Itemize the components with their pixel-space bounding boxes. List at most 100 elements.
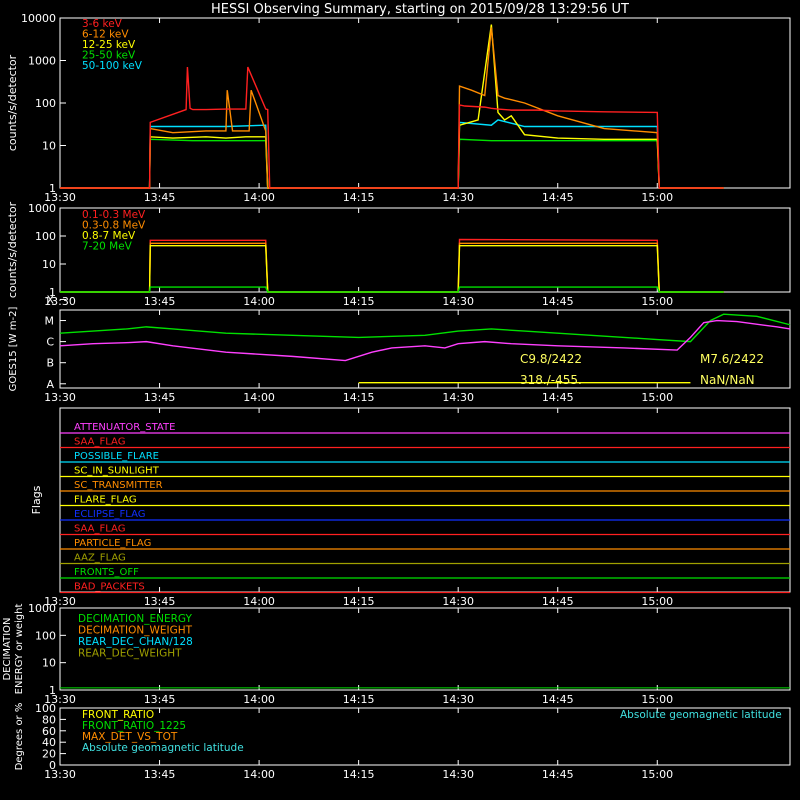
- y-axis-label: ENERGY or weight: [14, 604, 25, 695]
- x-tick-label: 14:00: [243, 295, 275, 308]
- y-tick-label: 1: [49, 286, 56, 299]
- y-tick-label: B: [46, 357, 54, 370]
- x-tick-label: 14:00: [243, 191, 275, 204]
- legend-entry: Absolute geomagnetic latitude: [82, 742, 244, 754]
- flag-label: PARTICLE_FLAG: [74, 538, 151, 549]
- x-tick-label: 14:15: [343, 693, 375, 706]
- x-tick-label: 14:45: [542, 391, 574, 404]
- x-tick-label: 15:00: [641, 768, 673, 781]
- series-line: [60, 66, 724, 189]
- panel-frame: [59, 707, 791, 766]
- x-tick-label: 14:45: [542, 295, 574, 308]
- x-tick-label: 14:30: [442, 191, 474, 204]
- legend-entry: 25-50 keV: [82, 50, 136, 62]
- x-tick-label: 15:00: [641, 693, 673, 706]
- y-tick-label: 10: [42, 657, 56, 670]
- x-tick-label: 13:30: [44, 295, 76, 308]
- x-tick-label: 14:00: [243, 595, 275, 608]
- x-tick-label: 14:30: [442, 391, 474, 404]
- x-tick-label: 14:15: [343, 191, 375, 204]
- flag-label: SAA_FLAG: [74, 437, 125, 448]
- y-tick-label: 100: [35, 97, 56, 110]
- x-tick-label: 13:45: [144, 693, 176, 706]
- legend-entry: Absolute geomagnetic latitude: [620, 709, 782, 721]
- annotation: NaN/NaN: [700, 373, 755, 387]
- y-tick-label: 1: [49, 182, 56, 195]
- panels: 13:30 13:45 14:00 14:15 14:30 14:45 15:0011010…: [2, 12, 791, 781]
- y-tick-label: 1000: [28, 202, 56, 215]
- x-tick-label: 15:00: [641, 391, 673, 404]
- flag-label: FRONTS_OFF: [74, 567, 139, 578]
- x-tick-label: 13:30: [44, 693, 76, 706]
- panel-frame: [59, 607, 791, 691]
- y-tick-label: M: [45, 315, 55, 328]
- x-tick-label: 14:00: [243, 768, 275, 781]
- y-tick-label: 0: [49, 759, 56, 772]
- x-tick-label: 14:45: [542, 768, 574, 781]
- x-tick-label: 14:30: [442, 595, 474, 608]
- x-tick-label: 15:00: [641, 191, 673, 204]
- panel-frame: [59, 407, 791, 593]
- x-tick-label: 13:45: [144, 295, 176, 308]
- annotation: 318./-455.: [520, 373, 582, 387]
- legend-entry: 6-12 keV: [82, 29, 129, 41]
- annotation: C9.8/2422: [520, 352, 582, 366]
- y-tick-label: 80: [42, 713, 56, 726]
- panel-frame: [59, 17, 791, 189]
- flag-label: ECLIPSE_FLAG: [74, 509, 145, 520]
- y-tick-label: 40: [42, 736, 56, 749]
- series-line: [59, 319, 791, 362]
- legend-entry: 0.8-7 MeV: [82, 230, 136, 242]
- x-tick-label: 14:15: [343, 768, 375, 781]
- series-line: [60, 286, 724, 293]
- legend-entry: DECIMATION_WEIGHT: [78, 625, 193, 637]
- x-tick-label: 14:45: [542, 693, 574, 706]
- x-tick-label: 14:15: [343, 391, 375, 404]
- panel-frame: [59, 207, 791, 293]
- x-tick-label: 14:30: [442, 693, 474, 706]
- x-tick-label: 13:30: [44, 768, 76, 781]
- flag-label: AAZ_FLAG: [74, 553, 126, 564]
- y-tick-label: A: [46, 378, 54, 391]
- x-tick-label: 14:15: [343, 295, 375, 308]
- legend-entry: FRONT_RATIO: [82, 709, 154, 721]
- y-axis-label: counts/s/detector: [6, 54, 19, 151]
- y-tick-label: 20: [42, 748, 56, 761]
- flag-label: SAA_FLAG: [74, 524, 125, 535]
- series-line: [60, 238, 724, 293]
- legend-entry: MAX_DET_VS_TOT: [82, 731, 178, 743]
- x-tick-label: 14:45: [542, 191, 574, 204]
- y-tick-label: 1000: [28, 55, 56, 68]
- flag-label: ATTENUATOR_STATE: [74, 422, 175, 433]
- y-tick-label: 10: [42, 140, 56, 153]
- x-tick-label: 13:45: [144, 595, 176, 608]
- series-line: [60, 138, 724, 189]
- y-tick-label: 10: [42, 258, 56, 271]
- y-tick-label: 1: [49, 684, 56, 697]
- y-tick-label: 10000: [21, 12, 56, 25]
- x-tick-label: 14:15: [343, 595, 375, 608]
- legend-entry: 12-25 keV: [82, 39, 136, 51]
- legend-entry: 0.3-0.8 MeV: [82, 220, 146, 232]
- annotation: M7.6/2422: [700, 352, 764, 366]
- legend-entry: 3-6 keV: [82, 18, 123, 30]
- x-tick-label: 13:30: [44, 391, 76, 404]
- y-axis-label: Degrees or %: [14, 703, 25, 771]
- y-tick-label: X: [46, 293, 54, 306]
- x-tick-label: 13:30: [44, 595, 76, 608]
- x-tick-label: 14:45: [542, 595, 574, 608]
- x-tick-label: 14:30: [442, 768, 474, 781]
- x-tick-label: 14:00: [243, 693, 275, 706]
- y-axis-label: Flags: [30, 485, 43, 514]
- x-tick-label: 15:00: [641, 595, 673, 608]
- x-tick-label: 14:30: [442, 295, 474, 308]
- y-axis-label: counts/s/detector: [6, 201, 19, 298]
- y-axis-label: GOES15 [W m-2]: [8, 307, 19, 392]
- legend-entry: 50-100 keV: [82, 60, 143, 72]
- x-tick-label: 13:30: [44, 191, 76, 204]
- legend-entry: 7-20 MeV: [82, 241, 133, 253]
- series-line: [60, 242, 724, 293]
- flag-label: FLARE_FLAG: [74, 495, 137, 506]
- legend-entry: FRONT_RATIO_1225: [82, 720, 186, 732]
